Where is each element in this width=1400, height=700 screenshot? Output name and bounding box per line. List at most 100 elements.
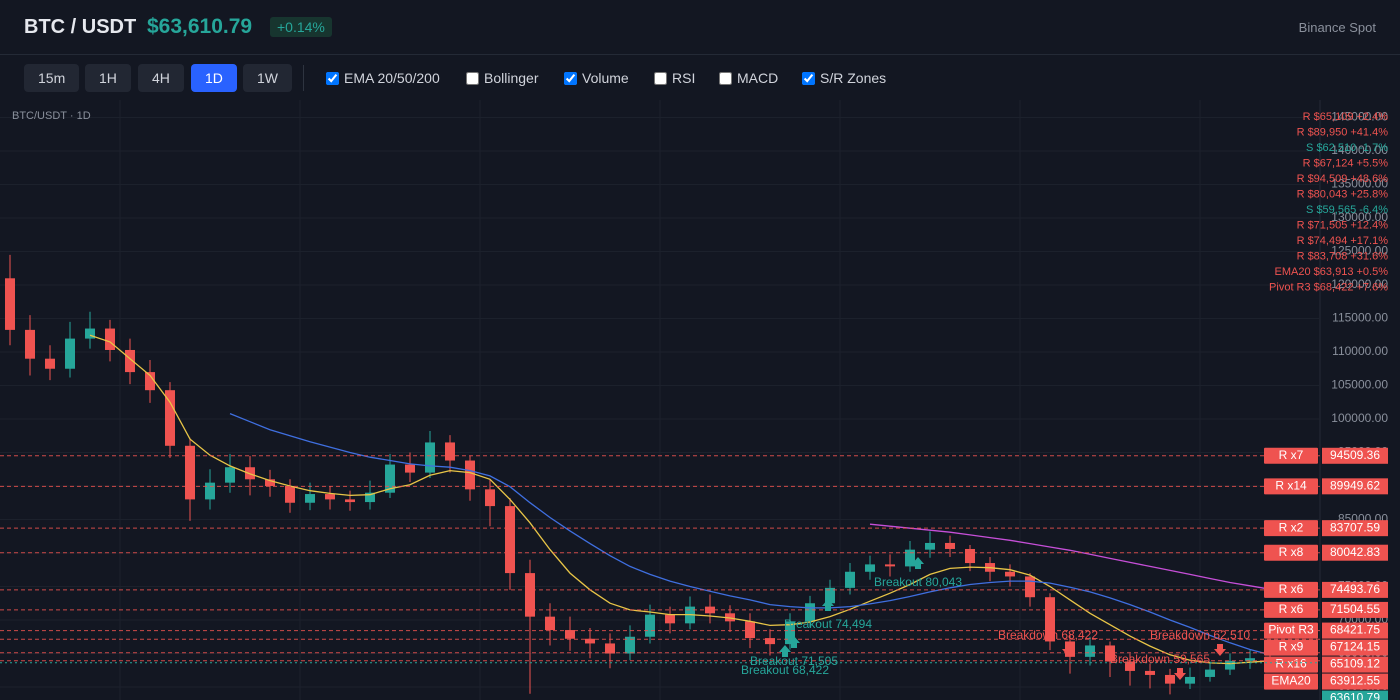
- level-tag: Pivot R3: [1268, 623, 1314, 637]
- level-price-bg: [1322, 656, 1388, 673]
- level-price-bg: [1322, 581, 1388, 598]
- candle-body: [625, 636, 635, 654]
- level-tag-bg: [1264, 622, 1318, 639]
- signal-label: Breakdown 62,510: [1150, 628, 1250, 642]
- candle-body: [1005, 571, 1015, 577]
- candle-body: [1185, 676, 1195, 684]
- candle-body: [885, 564, 895, 567]
- level-price-bg: [1322, 478, 1388, 495]
- chart-title: BTC/USDT · 1D: [12, 110, 91, 122]
- indicator-toggle[interactable]: Bollinger: [466, 70, 538, 86]
- price: $63,610.79: [147, 15, 253, 38]
- zone-note: R $65,109 +2.4%: [1303, 111, 1389, 123]
- checkbox[interactable]: [802, 71, 815, 85]
- candle-body: [425, 442, 435, 473]
- candle-body: [265, 479, 275, 486]
- signal-label: Breakdown 59,565: [1110, 652, 1210, 666]
- level-price: 71504.55: [1330, 602, 1380, 616]
- checkbox[interactable]: [326, 71, 339, 85]
- level-price: 74493.76: [1330, 582, 1380, 596]
- candle-body: [645, 614, 655, 637]
- candle-body: [385, 464, 395, 493]
- signal-label: Breakout 71,505: [750, 654, 838, 668]
- y-tick-label: 120000.00: [1331, 277, 1388, 291]
- toolbar: 15m 1H 4H 1D 1W EMA 20/50/200 Bollinger Volume R…: [0, 55, 1400, 101]
- candle-body: [845, 571, 855, 588]
- level-tag: R x2: [1279, 520, 1304, 534]
- candle-body: [85, 328, 95, 339]
- candle-body: [365, 492, 375, 503]
- y-tick-label: 100000.00: [1331, 411, 1388, 425]
- last-price: 63610.79: [1330, 691, 1380, 700]
- level-tag: R x9: [1279, 640, 1304, 654]
- timeframe-button[interactable]: 4H: [138, 64, 184, 92]
- level-price: 89949.62: [1330, 479, 1380, 493]
- candle-body: [1225, 660, 1235, 670]
- checkbox[interactable]: [719, 71, 732, 85]
- level-price: 94509.36: [1330, 448, 1380, 462]
- level-price: 65109.12: [1330, 657, 1380, 671]
- candle-body: [925, 542, 935, 550]
- candle-body: [145, 372, 155, 391]
- candle-body: [1245, 658, 1255, 661]
- candle-body: [865, 564, 875, 572]
- timeframe-button[interactable]: 1W: [243, 64, 292, 92]
- level-price-bg: [1322, 447, 1388, 464]
- candle-body: [1125, 661, 1135, 671]
- indicator-toggle[interactable]: EMA 20/50/200: [326, 70, 440, 86]
- timeframe-button[interactable]: 15m: [24, 64, 80, 92]
- indicator-toggle[interactable]: S/R Zones: [802, 70, 886, 86]
- checkbox[interactable]: [466, 71, 479, 85]
- level-tag: R x16: [1275, 657, 1307, 671]
- y-tick-label: 110000.00: [1332, 344, 1388, 358]
- level-price-bg: [1322, 622, 1388, 639]
- exchange: Binance Spot: [1298, 20, 1376, 35]
- header: BTC / USDT $63,610.79 +0.14% Binance Spo…: [0, 0, 1400, 55]
- candle-body: [585, 638, 595, 644]
- level-tag-bg: [1264, 639, 1318, 656]
- candle-body: [545, 616, 555, 631]
- level-tag: EMA20: [1271, 674, 1311, 688]
- timeframe-button[interactable]: 1H: [85, 64, 131, 92]
- level-tag: R x6: [1279, 602, 1304, 616]
- level-price: 68421.75: [1330, 623, 1380, 637]
- signal-arrow: [779, 645, 791, 657]
- ema-line: [89, 334, 1271, 665]
- candle-body: [345, 499, 355, 503]
- separator: [303, 65, 304, 91]
- signal-label: Breakout 80,043: [874, 575, 962, 589]
- candle-body: [725, 613, 735, 622]
- pair: BTC / USDT: [24, 16, 137, 38]
- indicator-label: MACD: [737, 70, 779, 86]
- candle-body: [1085, 645, 1095, 657]
- y-tick-label: 140000.00: [1331, 143, 1388, 157]
- level-price-bg: [1322, 544, 1388, 561]
- candle-body: [825, 587, 835, 604]
- level-tag-bg: [1264, 447, 1318, 464]
- indicator-toggle[interactable]: Volume: [564, 70, 629, 86]
- signal-arrow: [1062, 644, 1074, 656]
- candle-body: [125, 349, 135, 373]
- candle-body: [505, 506, 515, 574]
- signal-arrow: [1214, 644, 1226, 656]
- zone-note: R $80,043 +25.8%: [1297, 188, 1389, 200]
- indicator-toggle[interactable]: MACD: [719, 70, 778, 86]
- candle-body: [1165, 674, 1175, 684]
- signal-arrow: [912, 557, 924, 569]
- checkbox[interactable]: [564, 71, 577, 85]
- timeframe-button[interactable]: 1D: [191, 64, 237, 92]
- candle-body: [665, 614, 675, 624]
- checkbox[interactable]: [654, 71, 667, 85]
- candle-body: [805, 603, 815, 622]
- candle-body: [325, 494, 335, 500]
- level-tag-bg: [1264, 673, 1318, 690]
- indicator-toggle[interactable]: RSI: [654, 70, 695, 86]
- zone-note: R $83,708 +31.6%: [1297, 250, 1389, 262]
- candle-body: [1045, 597, 1055, 642]
- signal-arrow: [822, 599, 834, 611]
- zone-note: R $94,509 +48.6%: [1297, 173, 1389, 185]
- ema-line: [869, 523, 1271, 590]
- level-price: 83707.59: [1330, 520, 1380, 534]
- level-tag: R x14: [1275, 479, 1307, 493]
- candle-body: [905, 549, 915, 567]
